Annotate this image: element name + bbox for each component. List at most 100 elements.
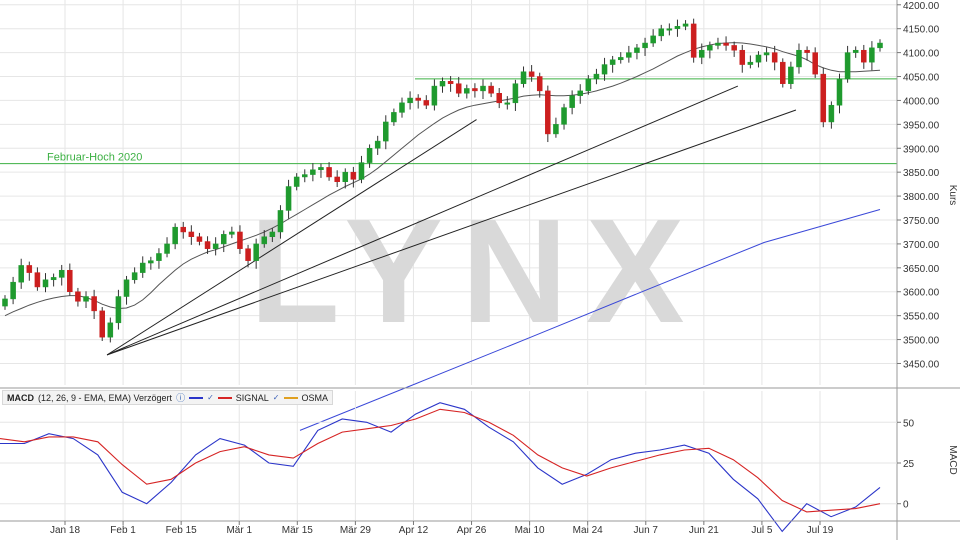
candle-body xyxy=(277,210,284,233)
candle-body xyxy=(593,73,600,80)
candle-body xyxy=(237,231,243,249)
x-tick-label: Jul 5 xyxy=(751,525,773,536)
candle-body xyxy=(877,42,883,49)
candle-body xyxy=(804,49,810,53)
candle-body xyxy=(626,52,632,58)
candle-body xyxy=(180,226,187,233)
candle-body xyxy=(139,262,146,273)
candle-body xyxy=(2,298,8,307)
price-tick-label: 3650.00 xyxy=(903,264,940,275)
candle-body xyxy=(609,59,616,65)
candle-body xyxy=(26,265,33,273)
candle-body xyxy=(326,167,332,178)
candle-body xyxy=(512,83,519,104)
macd-tick-label: 0 xyxy=(903,500,909,511)
candle-body xyxy=(844,52,851,80)
x-tick-label: Apr 26 xyxy=(457,525,487,536)
candle-body xyxy=(123,279,130,297)
macd-line xyxy=(0,402,881,533)
price-tick-label: 4100.00 xyxy=(903,49,940,60)
candle-body xyxy=(731,45,737,51)
candle-body xyxy=(682,23,689,27)
x-axis: Jan 18 Feb 1 Feb 15 Mär 1 Mär 15 Mär 29 Apr 12… xyxy=(0,520,960,536)
macd-toggle-icon[interactable]: ✓ xyxy=(207,393,214,402)
candle-body xyxy=(488,85,494,94)
candle-body xyxy=(261,236,268,245)
candle-body xyxy=(91,296,97,312)
reference-line-label: Februar-Hoch 2020 xyxy=(47,152,142,164)
x-tick-label: Feb 15 xyxy=(166,525,198,536)
price-tick-label: 3800.00 xyxy=(903,192,940,203)
price-tick-label: 4150.00 xyxy=(903,25,940,36)
candle-body xyxy=(156,253,162,261)
candle-body xyxy=(196,236,203,242)
candle-body xyxy=(658,28,665,37)
candle-body xyxy=(634,47,640,53)
candle-body xyxy=(164,243,170,254)
price-tick-label: 3450.00 xyxy=(903,359,940,370)
candle-body xyxy=(245,248,251,261)
candle-body xyxy=(423,100,430,106)
candle-body xyxy=(820,73,827,123)
candle-body xyxy=(107,322,114,338)
price-grid xyxy=(0,0,897,385)
candle-body xyxy=(34,272,41,288)
candle-body xyxy=(788,66,794,84)
x-tick-label: Apr 12 xyxy=(399,525,429,536)
candle-body xyxy=(58,269,65,278)
candle-body xyxy=(407,97,413,104)
candle-body xyxy=(447,81,454,84)
price-tick-label: 3550.00 xyxy=(903,312,940,323)
candle-body xyxy=(520,71,527,84)
candle-body xyxy=(642,42,648,49)
candle-body xyxy=(869,47,875,63)
candle-body xyxy=(747,61,754,65)
candle-body xyxy=(674,26,681,29)
candle-body xyxy=(350,171,357,180)
candle-body xyxy=(342,171,349,182)
price-tick-label: 3950.00 xyxy=(903,120,940,131)
x-tick-label: Mai 24 xyxy=(573,525,603,536)
candle-body xyxy=(302,174,308,178)
candle-body xyxy=(83,296,89,302)
candle-body xyxy=(10,281,16,300)
price-axis-title: Kurs xyxy=(947,185,958,206)
price-tick-label: 3700.00 xyxy=(903,240,940,251)
candle-body xyxy=(464,88,470,94)
macd-grid xyxy=(0,391,897,520)
lynx-watermark: LYNX xyxy=(249,189,702,354)
candle-body xyxy=(204,241,211,249)
candle-body xyxy=(780,61,786,84)
macd-legend-params: (12, 26, 9 - EMA, EMA) Verzögert xyxy=(38,392,173,403)
info-icon[interactable]: ⓘ xyxy=(176,393,186,403)
candle-body xyxy=(131,272,138,281)
macd-tick-label: 50 xyxy=(903,418,915,429)
x-tick-label: Feb 1 xyxy=(110,525,136,536)
price-tick-label: 4000.00 xyxy=(903,96,940,107)
signal-toggle-icon[interactable]: ✓ xyxy=(272,393,280,402)
signal-swatch xyxy=(217,396,232,399)
candle-body xyxy=(480,85,486,92)
candle-body xyxy=(690,23,697,58)
trendline xyxy=(106,109,797,356)
candle-body xyxy=(42,279,49,288)
candle-body xyxy=(504,102,511,105)
candle-body xyxy=(366,148,373,163)
candle-body xyxy=(269,231,276,237)
candle-body xyxy=(771,52,778,63)
candle-body xyxy=(828,104,835,123)
candle-body xyxy=(374,140,381,149)
candle-body xyxy=(293,176,300,187)
candle-body xyxy=(455,83,462,94)
candle-body xyxy=(75,291,81,302)
candle-body xyxy=(536,76,543,92)
candle-body xyxy=(253,243,259,261)
candle-body xyxy=(715,42,721,46)
candle-body xyxy=(415,97,421,101)
macd-swatch xyxy=(189,396,204,399)
candle-body xyxy=(67,269,73,292)
candle-body xyxy=(472,88,478,92)
signal-legend-label: SIGNAL xyxy=(235,392,269,403)
